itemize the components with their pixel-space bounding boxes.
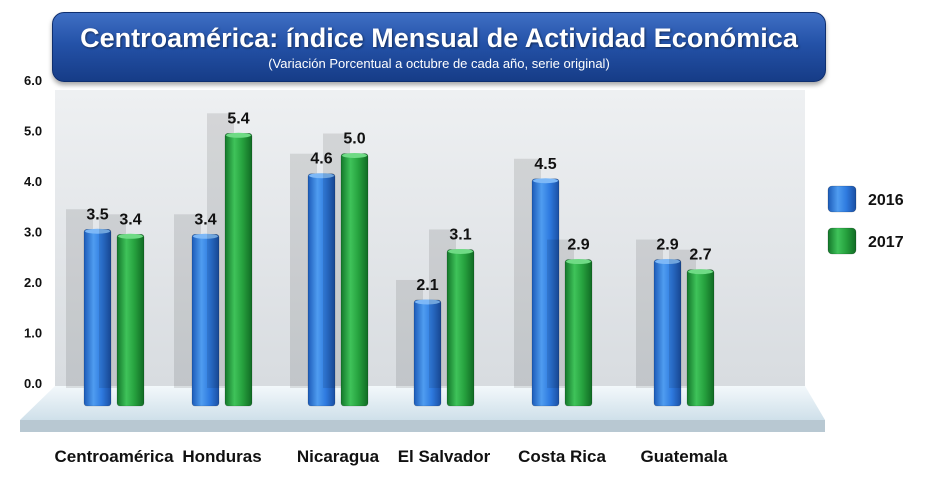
bar-value-label: 2.1 <box>416 277 438 294</box>
bar-value-label: 3.4 <box>119 211 141 228</box>
bar-cap <box>448 248 473 254</box>
bar-cap <box>415 299 440 305</box>
bar-value-label: 2.7 <box>689 247 711 264</box>
legend-swatch-2016 <box>827 185 857 213</box>
bar-cap <box>226 132 251 138</box>
bar-value-label: 3.5 <box>86 206 108 223</box>
bar-cap <box>688 269 713 275</box>
bar-cap <box>118 233 143 239</box>
bar-value-label: 3.1 <box>449 226 471 243</box>
legend-label-2017: 2017 <box>868 234 904 251</box>
chart-subtitle: (Variación Porcentual a octubre de cada … <box>268 56 610 71</box>
bar-2017-el-salvador <box>446 249 475 407</box>
bar-cap <box>342 153 367 158</box>
y-tick-label: 1.0 <box>24 326 42 341</box>
bar-value-label: 4.6 <box>310 151 332 168</box>
x-category-label: Guatemala <box>641 447 728 466</box>
y-tick-label: 6.0 <box>24 73 42 88</box>
y-tick-label: 3.0 <box>24 225 42 240</box>
bar-value-label: 2.9 <box>656 237 678 254</box>
bar-value-label: 2.9 <box>567 237 589 254</box>
chart-title: Centroamérica: índice Mensual de Activid… <box>80 23 798 53</box>
bar-2017-centroamérica <box>116 234 145 407</box>
chart-floor-edge <box>20 420 825 432</box>
x-category-label: Centroamérica <box>54 447 174 466</box>
bar-cap <box>85 228 110 234</box>
x-category-label: Nicaragua <box>297 447 380 466</box>
bar-2017-honduras <box>224 133 253 407</box>
x-category-label: Honduras <box>182 447 261 466</box>
title-banner: Centroamérica: índice Mensual de Activid… <box>52 12 826 82</box>
x-category-label: El Salvador <box>398 447 491 466</box>
y-tick-label: 5.0 <box>24 124 42 139</box>
bar-2017-nicaragua <box>340 153 369 407</box>
y-tick-label: 4.0 <box>24 174 42 189</box>
y-tick-label: 0.0 <box>24 376 42 391</box>
bar-value-label: 5.0 <box>343 131 365 148</box>
bar-2017-guatemala <box>686 269 715 407</box>
legend-swatch-2017 <box>827 227 857 255</box>
legend-label-2016: 2016 <box>868 192 904 209</box>
bar-value-label: 3.4 <box>194 211 216 228</box>
bar-2017-costa-rica <box>564 259 593 407</box>
bar-cap <box>655 259 680 265</box>
bar-value-label: 5.4 <box>227 110 249 127</box>
bar-cap <box>566 259 591 265</box>
bar-cap <box>193 233 218 239</box>
bar-cap <box>309 173 334 179</box>
x-category-label: Costa Rica <box>518 447 606 466</box>
bar-cap <box>533 178 558 184</box>
bar-value-label: 4.5 <box>534 156 556 173</box>
y-tick-label: 2.0 <box>24 275 42 290</box>
